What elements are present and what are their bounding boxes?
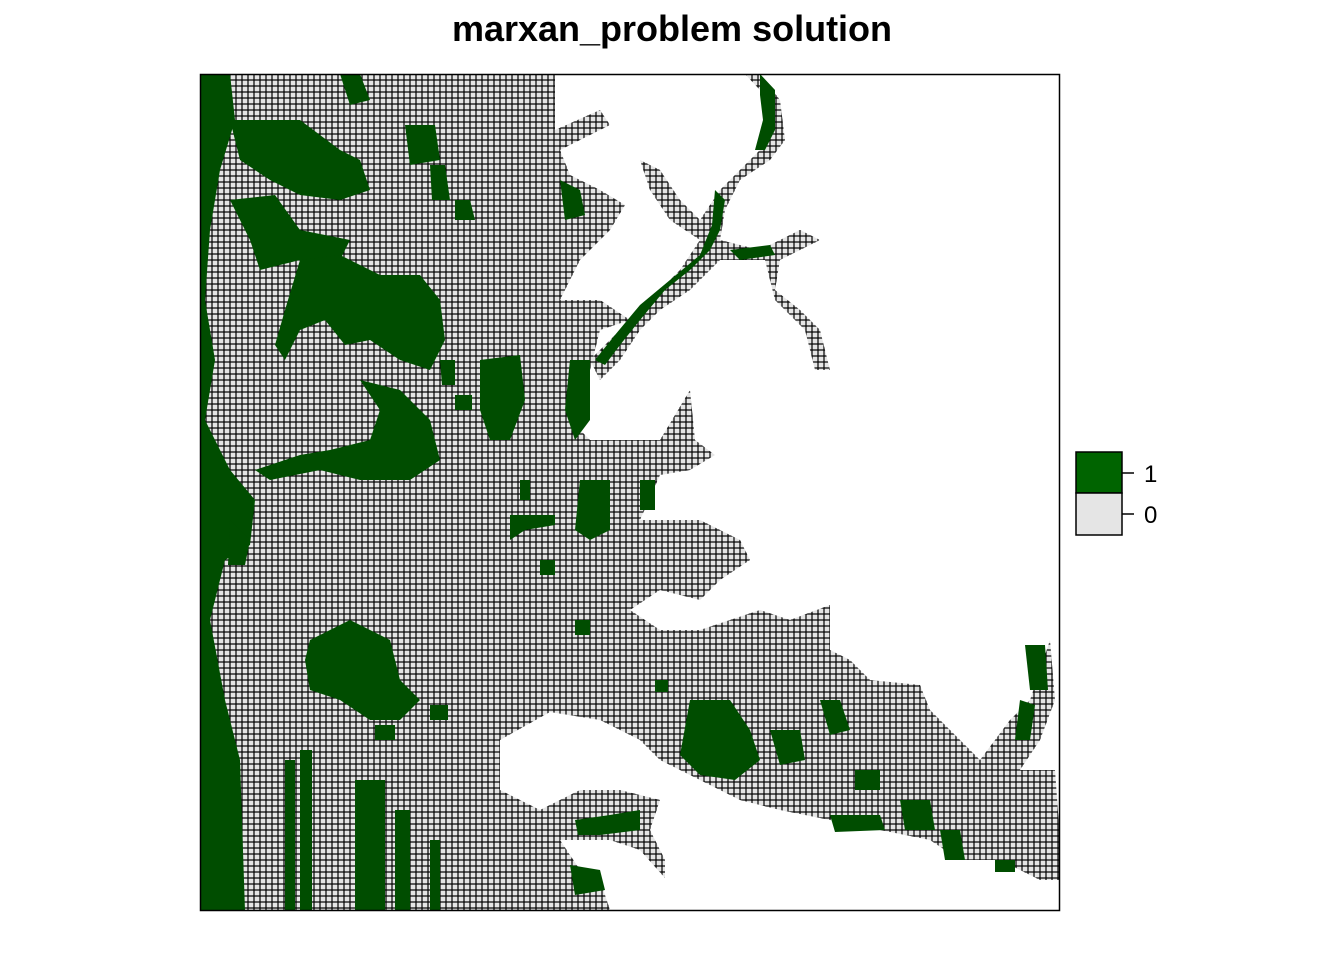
legend: 1 0: [1075, 451, 1157, 536]
legend-label-0: 0: [1144, 502, 1157, 529]
legend-swatch-1: [1075, 451, 1123, 494]
map-frame: [199, 73, 1061, 912]
legend-label-1: 1: [1144, 461, 1157, 488]
plot-title: marxan_problem solution: [451, 8, 893, 49]
planning-units: [200, 74, 1060, 910]
legend-swatch-0: [1075, 492, 1123, 536]
selected-units: [200, 74, 1048, 911]
